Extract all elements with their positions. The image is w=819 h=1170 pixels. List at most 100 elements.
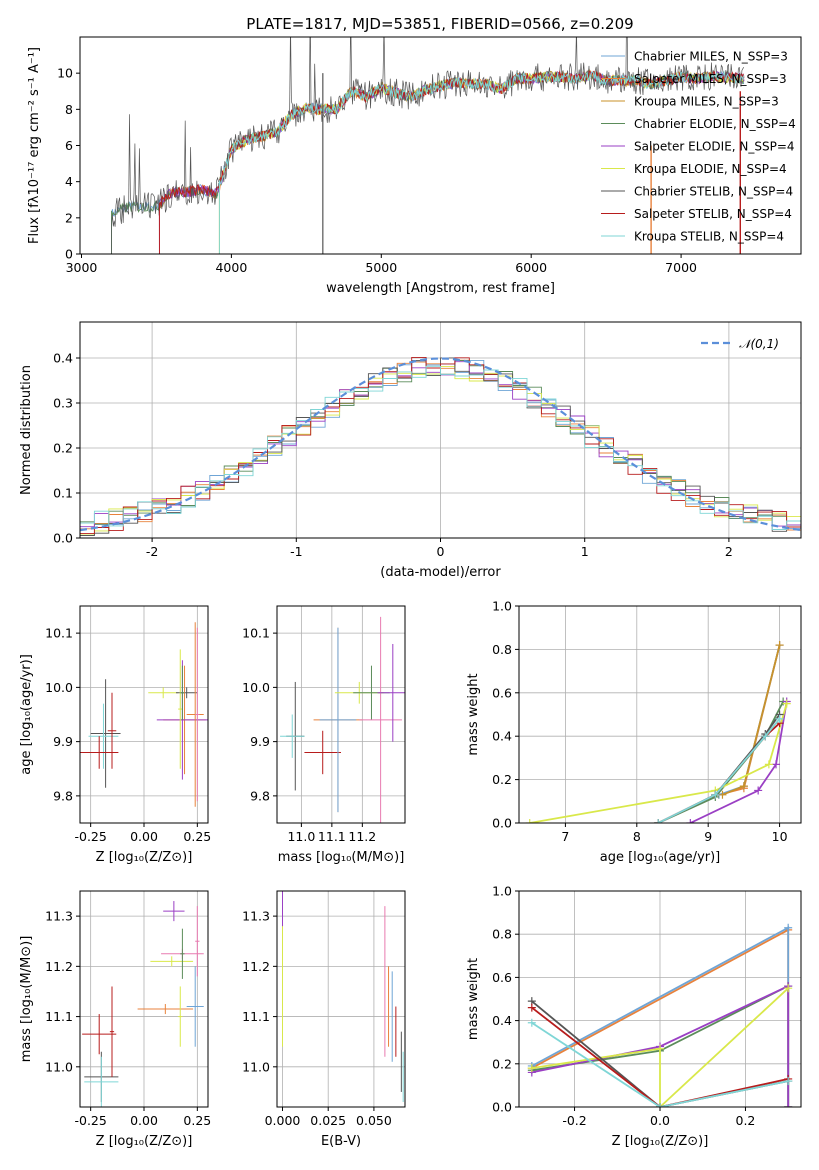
error-bar-point [304,730,341,775]
x-tick-label: 0.025 [310,1113,346,1128]
error-bar-point [150,956,194,967]
error-bar-point [180,665,185,720]
weight-marker [782,699,791,708]
plot-area [280,616,405,823]
y-tick-label: 2 [65,210,73,225]
panel-mass-weight-vs-Z: -0.2 0.0 0.2 0.0 0.2 0.4 0.6 0.8 1.0 Z [log₁₀(Z/Z… [466,884,802,1149]
y-tick-label: 1.0 [492,884,512,899]
plot-area [80,356,801,536]
x-tick-label: 0 [437,544,445,559]
weight-marker [527,1018,536,1027]
legend: 𝒩(0,1) [701,337,779,351]
error-bar-point [180,928,185,979]
weight-line-6 [531,1006,789,1107]
x-tick-label: 0.25 [183,1113,211,1128]
weight-marker [654,819,663,823]
gaussian-curve [80,357,801,532]
x-tick-label: 11.2 [348,829,376,844]
panel-age-vs-mass: 11.0 11.1 11.2 9.8 9.9 10.0 10.1 mass [log₁₀(M/… [242,605,406,865]
weight-marker [739,782,748,791]
axes-frame [518,605,802,824]
plot-area [281,891,404,1102]
y-tick-label: 9.8 [53,788,73,803]
y-tick-label: 0 [65,247,73,262]
x-tick-label: 5000 [365,260,397,275]
x-tick-label: 4000 [215,260,247,275]
y-tick-label: 0.2 [492,1056,512,1071]
x-axis-label: age [log₁₀(age/yr)] [600,850,721,865]
legend-label: Salpeter MILES, N_SSP=3 [634,72,787,86]
panel-spectrum: Chabrier MILES, N_SSP=3 Salpeter MILES, N… [27,36,802,296]
x-axis-label: Z [log₁₀(Z/Z⊙)] [96,1134,193,1149]
y-tick-label: 11.0 [242,1059,270,1074]
weight-marker [656,1044,664,1053]
x-tick-label: 0.000 [265,1113,301,1128]
error-bar-point [90,679,121,788]
x-tick-label: 8 [633,829,641,844]
error-bar-point [84,1056,119,1107]
y-tick-label: 11.3 [45,909,73,924]
weight-marker [784,1103,793,1107]
legend-label: Kroupa MILES, N_SSP=3 [634,95,779,109]
y-axis-label: age [log₁₀(age/yr)] [19,654,34,775]
histogram-7 [80,365,801,530]
weight-marker [761,732,770,741]
x-tick-label: 9 [704,829,712,844]
y-axis-label: mass [log₁₀(M/M⊙)] [19,936,34,1063]
legend-label: Kroupa STELIB, N_SSP=4 [634,230,784,244]
spectrum-series-8 [218,70,745,254]
y-tick-label: 0.4 [53,351,73,366]
legend-label: Chabrier MILES, N_SSP=3 [634,50,788,64]
legend-label: Salpeter ELODIE, N_SSP=4 [634,140,795,154]
y-tick-label: 10 [57,66,73,81]
x-axis-label: mass [log₁₀(M/M⊙)] [278,850,405,865]
plot-area [111,37,745,254]
x-axis-label: E(B-V) [321,1134,361,1149]
x-tick-label: -2 [146,544,158,559]
weight-marker [784,923,793,932]
y-tick-label: 11.2 [242,959,270,974]
error-bar-point [186,966,204,1047]
y-axis-label: mass weight [466,958,481,1040]
error-bar-point [178,986,183,1047]
plot-area [82,901,204,1107]
x-tick-label: -0.25 [74,829,106,844]
x-axis-label: Z [log₁₀(Z/Z⊙)] [612,1134,709,1149]
legend-label: Chabrier STELIB, N_SSP=4 [634,185,793,199]
error-bar-point [163,901,185,922]
error-bar-point [280,714,305,758]
panel-mass-vs-Z: -0.25 0.00 0.25 11.0 11.1 11.2 11.3 Z [log₁₀(Z/… [19,890,211,1149]
x-tick-label: 0.2 [736,1113,756,1128]
x-tick-label: 7000 [665,260,697,275]
x-tick-label: 0.050 [356,1113,392,1128]
y-tick-label: 1.0 [492,599,512,614]
weight-marker [754,786,763,795]
weight-marker [686,819,695,823]
x-tick-label: 3000 [66,260,98,275]
y-axis-label: Flux [fλ10⁻¹⁷ erg cm⁻² s⁻¹ A⁻¹] [27,47,42,244]
weight-marker [527,1003,536,1012]
weight-marker [775,714,784,723]
y-tick-label: 0.4 [492,1013,512,1028]
weight-line-8 [657,718,781,823]
x-tick-label: 7 [561,829,569,844]
y-axis-label: Normed distribution [19,365,34,495]
y-tick-label: 6 [65,138,73,153]
y-tick-label: 11.2 [45,959,73,974]
x-tick-label: 11.0 [287,829,315,844]
weight-marker [784,1077,793,1086]
y-tick-label: 8 [65,102,73,117]
error-bar-point [178,649,183,769]
y-tick-label: 0.1 [53,486,73,501]
weight-line-3 [657,701,784,823]
weight-marker [525,819,534,823]
error-bar-point [137,1004,194,1015]
y-tick-label: 0.0 [492,1100,512,1115]
y-tick-label: 0.2 [492,772,512,787]
legend-label: Kroupa ELODIE, N_SSP=4 [634,162,787,176]
y-tick-label: 4 [65,174,73,189]
x-tick-label: 2 [725,544,733,559]
y-tick-label: 10.0 [45,680,73,695]
y-tick-label: 9.9 [250,734,270,749]
error-bar-point [377,643,405,742]
